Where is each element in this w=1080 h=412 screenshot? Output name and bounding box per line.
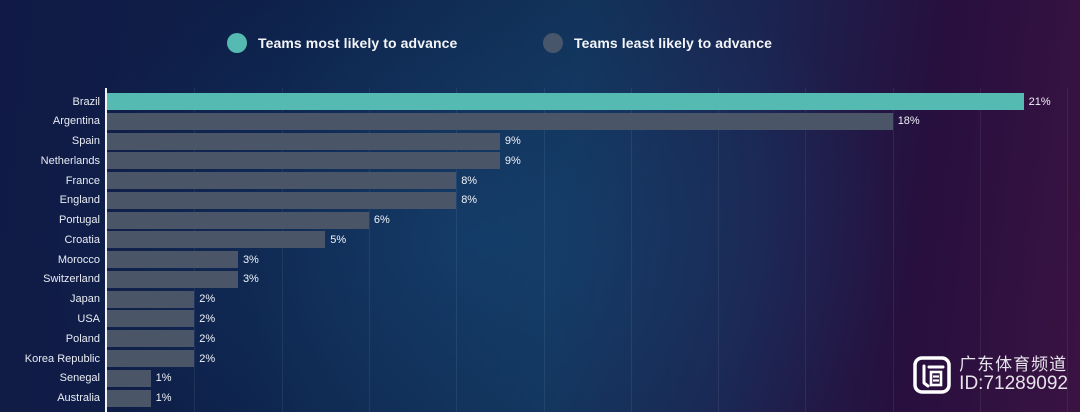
- gridline: [630, 88, 632, 412]
- gridline: [718, 88, 720, 412]
- gridline: [543, 88, 545, 412]
- chart-legend: Teams most likely to advance Teams least…: [227, 33, 772, 53]
- category-label: Switzerland: [43, 273, 100, 286]
- bar-value-label: 6%: [373, 214, 390, 227]
- bar-value-label: 3%: [242, 253, 259, 266]
- category-label: Croatia: [64, 233, 100, 246]
- bar-value-label: 9%: [504, 135, 521, 148]
- legend-item-most-likely: Teams most likely to advance: [227, 33, 457, 53]
- bar-value-label: 3%: [242, 273, 259, 286]
- category-label: Spain: [71, 135, 100, 148]
- bar: [107, 172, 457, 190]
- bar-value-label: 18%: [897, 115, 920, 128]
- bar: [107, 152, 500, 170]
- bar-value-label: 2%: [199, 332, 216, 345]
- bar-row: Brazil 21%: [0, 93, 1080, 110]
- bar: [107, 290, 195, 308]
- gridline: [456, 88, 458, 412]
- legend-dot-gray-icon: [543, 33, 563, 53]
- category-label: Japan: [70, 293, 100, 306]
- bar-row: Spain 9%: [0, 132, 1080, 150]
- bar-row: Morocco 3%: [0, 251, 1080, 269]
- tv-station-logo-icon: [913, 356, 951, 394]
- y-axis-line: [105, 88, 107, 412]
- bar-row: Senegal 1%: [0, 369, 1080, 387]
- bar-row: Poland 2%: [0, 330, 1080, 348]
- gridline: [281, 88, 283, 412]
- category-label: Netherlands: [40, 154, 100, 167]
- bar: [107, 270, 238, 288]
- watermark-text: 广东体育频道 ID:71289092: [959, 356, 1068, 394]
- category-label: France: [65, 174, 100, 187]
- bar-row: France 8%: [0, 172, 1080, 190]
- category-label: Argentina: [52, 115, 100, 128]
- bar-row: England 8%: [0, 191, 1080, 209]
- legend-item-least-likely: Teams least likely to advance: [543, 33, 772, 53]
- bar-value-label: 8%: [461, 194, 478, 207]
- gridline: [805, 88, 807, 412]
- bar: [107, 251, 238, 269]
- bar-value-label: 9%: [504, 154, 521, 167]
- bar-value-label: 5%: [330, 233, 347, 246]
- bar-row: Japan 2%: [0, 290, 1080, 308]
- bar-row: Portugal 6%: [0, 211, 1080, 229]
- category-label: USA: [77, 312, 100, 325]
- watermark-id: ID:71289092: [959, 372, 1068, 394]
- legend-label: Teams most likely to advance: [258, 35, 458, 51]
- gridline: [1067, 88, 1069, 412]
- bar: [107, 132, 500, 150]
- bar-value-label: 1%: [155, 392, 172, 405]
- bar-row: Croatia 5%: [0, 231, 1080, 249]
- bar-row: Korea Republic 2%: [0, 350, 1080, 367]
- gridline: [892, 88, 894, 412]
- category-label: Australia: [57, 392, 100, 405]
- bar: [107, 350, 195, 367]
- bar: [107, 231, 326, 249]
- bar-row: USA 2%: [0, 310, 1080, 328]
- bar: [107, 330, 195, 348]
- gridline: [368, 88, 370, 412]
- gridline: [980, 88, 981, 412]
- bar-value-label: 21%: [1028, 95, 1051, 108]
- bar: [107, 112, 893, 130]
- category-label: Morocco: [57, 253, 100, 266]
- watermark-channel-name: 广东体育频道: [959, 355, 1068, 375]
- bar: [107, 191, 457, 209]
- watermark: 广东体育频道 ID:71289092: [913, 356, 1068, 394]
- bar-row: Australia 1%: [0, 389, 1080, 407]
- gridline: [194, 88, 196, 412]
- category-label: Poland: [65, 332, 100, 345]
- category-label: Korea Republic: [24, 352, 100, 365]
- legend-label: Teams least likely to advance: [574, 35, 772, 51]
- bar-value-label: 2%: [199, 293, 216, 306]
- category-label: Senegal: [59, 372, 100, 385]
- category-label: England: [59, 194, 100, 207]
- bar: [107, 211, 369, 229]
- category-label: Brazil: [72, 95, 100, 108]
- bar: [107, 93, 1024, 110]
- legend-dot-teal-icon: [227, 33, 247, 53]
- bar-value-label: 2%: [199, 352, 216, 365]
- bar: [107, 310, 195, 328]
- category-label: Portugal: [59, 214, 100, 227]
- bar-value-label: 8%: [461, 174, 478, 187]
- bar-row: Switzerland 3%: [0, 270, 1080, 288]
- bar: [107, 369, 151, 387]
- bar-row: Netherlands 9%: [0, 152, 1080, 170]
- bar: [107, 389, 151, 407]
- bar-row: Argentina 18%: [0, 112, 1080, 130]
- bar-value-label: 1%: [155, 372, 172, 385]
- bar-value-label: 2%: [199, 312, 216, 325]
